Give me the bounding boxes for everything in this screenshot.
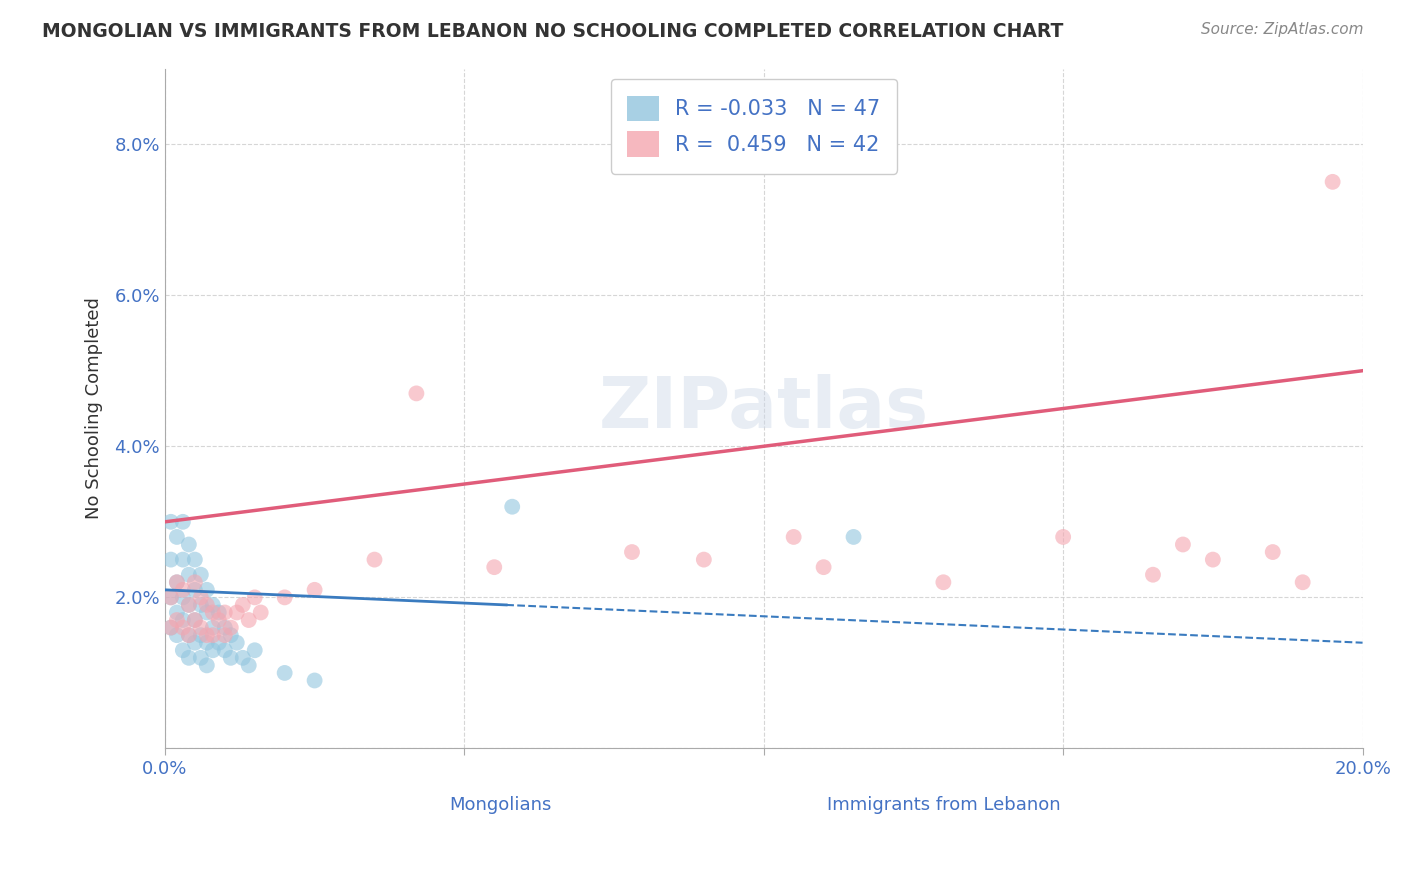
Point	[172, 621, 194, 635]
Point	[160, 621, 183, 635]
Point	[214, 628, 236, 642]
Text: ZIPatlas: ZIPatlas	[599, 374, 929, 443]
Point	[177, 598, 200, 612]
Point	[177, 567, 200, 582]
Point	[225, 606, 247, 620]
Point	[172, 613, 194, 627]
Point	[1322, 175, 1344, 189]
Point	[177, 650, 200, 665]
Point	[243, 591, 266, 605]
Point	[172, 515, 194, 529]
Point	[166, 628, 188, 642]
Point	[166, 530, 188, 544]
Point	[184, 552, 207, 566]
Point	[195, 636, 218, 650]
Point	[219, 621, 242, 635]
Point	[304, 673, 326, 688]
Point	[693, 552, 716, 566]
Point	[184, 575, 207, 590]
Text: Source: ZipAtlas.com: Source: ZipAtlas.com	[1201, 22, 1364, 37]
Point	[273, 591, 295, 605]
Point	[172, 591, 194, 605]
Point	[243, 643, 266, 657]
Point	[195, 628, 218, 642]
Point	[166, 606, 188, 620]
Point	[1171, 537, 1194, 551]
Point	[201, 643, 224, 657]
Point	[620, 545, 643, 559]
Point	[172, 582, 194, 597]
Point	[177, 537, 200, 551]
Y-axis label: No Schooling Completed: No Schooling Completed	[86, 298, 103, 519]
Point	[201, 606, 224, 620]
Point	[177, 628, 200, 642]
Point	[201, 628, 224, 642]
Point	[208, 613, 231, 627]
Text: Immigrants from Lebanon: Immigrants from Lebanon	[827, 796, 1060, 814]
Point	[225, 636, 247, 650]
Point	[232, 598, 254, 612]
Point	[304, 582, 326, 597]
Point	[177, 598, 200, 612]
Point	[363, 552, 385, 566]
Point	[184, 613, 207, 627]
Point	[172, 643, 194, 657]
Point	[232, 650, 254, 665]
Point	[214, 621, 236, 635]
Point	[219, 650, 242, 665]
Point	[195, 658, 218, 673]
Point	[190, 621, 212, 635]
Point	[842, 530, 865, 544]
Text: Mongolians: Mongolians	[449, 796, 551, 814]
Point	[190, 628, 212, 642]
Point	[238, 658, 260, 673]
Point	[201, 621, 224, 635]
Legend: R = -0.033   N = 47, R =  0.459   N = 42: R = -0.033 N = 47, R = 0.459 N = 42	[610, 78, 897, 174]
Point	[932, 575, 955, 590]
Point	[1261, 545, 1284, 559]
Point	[405, 386, 427, 401]
Point	[184, 582, 207, 597]
Point	[160, 552, 183, 566]
Point	[1142, 567, 1164, 582]
Point	[166, 575, 188, 590]
Point	[782, 530, 804, 544]
Point	[501, 500, 523, 514]
Point	[195, 598, 218, 612]
Point	[190, 567, 212, 582]
Point	[184, 636, 207, 650]
Point	[190, 591, 212, 605]
Point	[273, 665, 295, 680]
Point	[160, 515, 183, 529]
Point	[160, 591, 183, 605]
Point	[1202, 552, 1225, 566]
Point	[160, 591, 183, 605]
Point	[214, 643, 236, 657]
Point	[208, 636, 231, 650]
Point	[1052, 530, 1074, 544]
Point	[184, 613, 207, 627]
Point	[177, 628, 200, 642]
Point	[484, 560, 506, 574]
Point	[190, 598, 212, 612]
Text: MONGOLIAN VS IMMIGRANTS FROM LEBANON NO SCHOOLING COMPLETED CORRELATION CHART: MONGOLIAN VS IMMIGRANTS FROM LEBANON NO …	[42, 22, 1063, 41]
Point	[238, 613, 260, 627]
Point	[166, 613, 188, 627]
Point	[201, 598, 224, 612]
Point	[1292, 575, 1315, 590]
Point	[190, 650, 212, 665]
Point	[219, 628, 242, 642]
Point	[208, 606, 231, 620]
Point	[195, 606, 218, 620]
Point	[813, 560, 835, 574]
Point	[195, 582, 218, 597]
Point	[160, 621, 183, 635]
Point	[172, 552, 194, 566]
Point	[166, 575, 188, 590]
Point	[249, 606, 271, 620]
Point	[214, 606, 236, 620]
